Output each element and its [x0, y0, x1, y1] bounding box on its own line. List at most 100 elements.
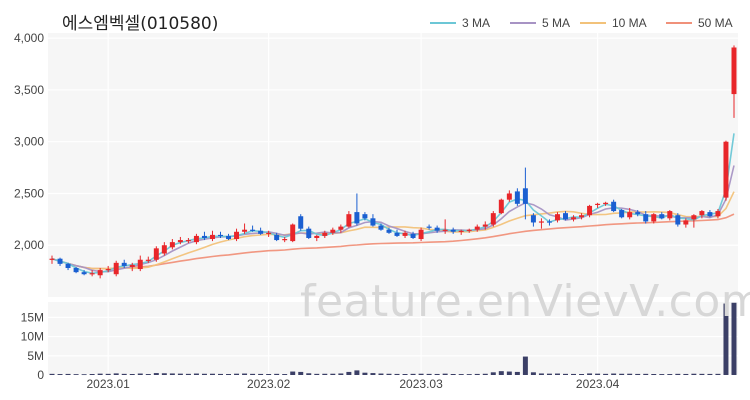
candle-body — [619, 210, 625, 218]
volume-bar — [723, 303, 729, 375]
candle-body — [563, 213, 568, 220]
volume-bar — [498, 371, 504, 375]
candle-body — [65, 263, 71, 269]
volume-tick-label: 10M — [21, 330, 44, 344]
candle-body — [177, 240, 183, 243]
candle-body — [579, 215, 585, 218]
legend-item-5ma: 5 MA — [510, 16, 570, 30]
candle-body — [81, 272, 87, 275]
volume-bar — [394, 373, 400, 375]
legend-label-3ma: 3 MA — [462, 16, 491, 30]
candle-body — [651, 214, 657, 222]
candle-body — [450, 229, 456, 232]
volume-bar — [731, 302, 737, 375]
candle-body — [145, 259, 151, 261]
candle-body — [426, 226, 432, 228]
candle-body — [97, 270, 103, 276]
volume-bar — [193, 373, 199, 375]
candle-body — [482, 224, 488, 227]
volume-bar — [434, 373, 440, 375]
volume-bar — [442, 373, 448, 375]
candle-body — [89, 273, 95, 275]
volume-bar — [242, 373, 248, 375]
volume-panel — [48, 302, 738, 375]
volume-bar — [129, 374, 135, 375]
legend-item-3ma: 3 MA — [430, 16, 490, 30]
volume-bar — [121, 373, 127, 375]
volume-bar — [57, 374, 63, 375]
volume-bar — [298, 371, 304, 375]
candle-body — [667, 211, 673, 219]
candle-body — [185, 240, 191, 242]
volume-bar — [683, 373, 689, 375]
candle-body — [595, 203, 601, 206]
volume-bar — [611, 373, 617, 375]
volume-bar — [161, 373, 167, 375]
candle-body — [490, 213, 496, 225]
candle-body — [691, 215, 697, 220]
candle-body — [121, 262, 127, 266]
candle-body — [418, 229, 424, 240]
volume-bar — [322, 373, 328, 375]
volume-bar — [306, 373, 312, 375]
volume-bar — [538, 373, 544, 375]
volume-bar — [386, 373, 392, 375]
candle-body — [258, 230, 264, 234]
candle-body — [201, 235, 207, 238]
volume-bar — [651, 374, 657, 375]
volume-bar — [113, 373, 119, 375]
candle-body — [458, 230, 464, 232]
candle-body — [57, 258, 63, 264]
candle-body — [474, 226, 480, 230]
volume-bar — [274, 373, 280, 375]
candle-body — [538, 221, 544, 223]
candle-body — [370, 218, 376, 226]
volume-bar — [691, 373, 697, 375]
candle-body — [659, 214, 665, 219]
ma-line-5 — [51, 165, 735, 273]
candle-body — [113, 262, 119, 275]
candle-body — [675, 215, 681, 225]
candle-body — [643, 214, 649, 222]
volume-bar — [450, 374, 456, 375]
volume-bar — [73, 374, 79, 375]
candle-body — [137, 259, 143, 270]
volume-bar — [619, 373, 625, 375]
price-panel — [48, 33, 738, 297]
candle-body — [338, 226, 344, 230]
candle-body — [266, 232, 272, 235]
volume-bar — [65, 373, 71, 375]
candle-body — [587, 205, 593, 216]
candle-body — [161, 245, 167, 254]
legend-label-50ma: 50 MA — [698, 16, 733, 30]
volume-bar — [474, 373, 480, 375]
volume-bar — [667, 374, 673, 375]
candle-body — [627, 212, 633, 218]
candle-body — [354, 212, 360, 224]
volume-bar — [635, 373, 641, 375]
candle-body — [226, 235, 232, 240]
candle-body — [707, 212, 713, 217]
volume-bar — [169, 373, 175, 375]
volume-bar — [290, 371, 296, 375]
volume-bar — [282, 374, 288, 375]
legend-swatch-50ma — [666, 21, 692, 24]
volume-bar — [418, 373, 424, 375]
volume-bar — [185, 373, 191, 375]
legend-swatch-5ma — [510, 21, 536, 24]
volume-bar — [378, 373, 384, 375]
candle-body — [723, 141, 729, 198]
candle-body — [514, 191, 520, 204]
volume-bar — [643, 373, 649, 375]
candle-body — [362, 214, 368, 219]
x-tick-label: 2023.04 — [576, 377, 620, 391]
volume-bar — [266, 374, 272, 375]
volume-bar — [587, 373, 593, 375]
price-tick-label: 3,500 — [14, 83, 44, 97]
volume-bar — [603, 373, 609, 375]
volume-bar — [426, 373, 432, 375]
volume-bar — [153, 373, 159, 375]
candle-body — [209, 234, 215, 240]
volume-tick-label: 15M — [21, 310, 44, 324]
candle-body — [603, 202, 609, 204]
